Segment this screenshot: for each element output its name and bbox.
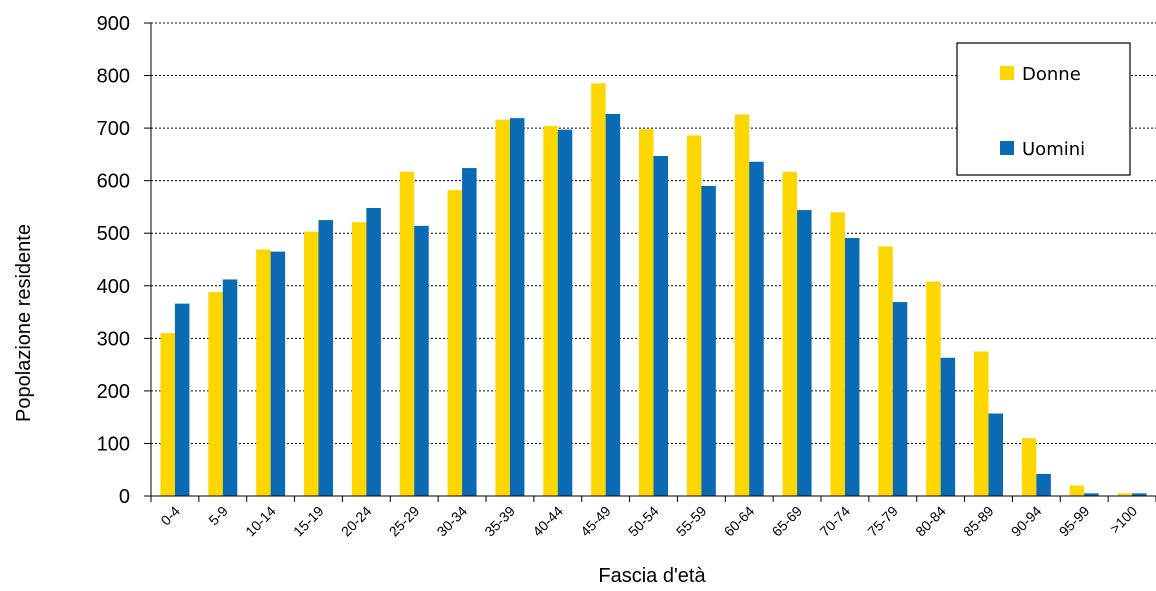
y-tick-label: 800 xyxy=(97,66,130,88)
y-tick-label: 600 xyxy=(97,171,130,193)
bar-uomini-75-79 xyxy=(892,302,908,496)
x-tick-label: 0-4 xyxy=(157,503,183,529)
bar-donne-5-9 xyxy=(208,292,223,496)
bar-donne-70-74 xyxy=(830,212,845,496)
bar-uomini-95-99 xyxy=(1084,493,1099,496)
bar-uomini-90-94 xyxy=(1036,473,1051,496)
bar-uomini-65-69 xyxy=(797,210,812,496)
bars xyxy=(160,83,1147,497)
bar-uomini-35-39 xyxy=(509,118,525,496)
y-tick-label: 300 xyxy=(97,328,130,350)
bar-uomini-0-4 xyxy=(174,303,190,496)
bar-donne-30-34 xyxy=(447,190,463,496)
bar-donne-75-79 xyxy=(878,246,893,496)
bar-donne->100 xyxy=(1117,493,1133,496)
bar-donne-60-64 xyxy=(734,114,750,496)
bar-uomini-25-29 xyxy=(414,225,429,497)
x-tick-label: 30-34 xyxy=(434,503,471,540)
legend-label-uomini: Uomini xyxy=(1022,139,1085,160)
bar-uomini-30-34 xyxy=(462,168,477,497)
bar-donne-90-94 xyxy=(1021,438,1037,496)
bar-donne-15-19 xyxy=(304,231,319,496)
x-tick-label: 60-64 xyxy=(721,503,758,540)
x-tick-label: 65-69 xyxy=(769,503,806,540)
y-axis-title: Popolazione residente xyxy=(13,224,35,422)
y-tick-label: 100 xyxy=(97,433,130,455)
bar-donne-25-29 xyxy=(399,171,415,497)
x-tick-label: 35-39 xyxy=(481,503,518,540)
bar-uomini-40-44 xyxy=(557,129,573,496)
x-tick-label: 80-84 xyxy=(912,503,949,540)
bar-donne-35-39 xyxy=(495,119,510,496)
bar-donne-95-99 xyxy=(1069,485,1085,496)
bar-uomini-20-24 xyxy=(366,208,381,496)
legend-swatch-donne xyxy=(1000,66,1014,80)
bar-donne-0-4 xyxy=(160,333,175,496)
bar-uomini-5-9 xyxy=(222,279,238,496)
x-tick-label: 90-94 xyxy=(1008,503,1045,540)
y-tick-label: 900 xyxy=(97,13,130,35)
bar-uomini->100 xyxy=(1132,493,1147,496)
legend-label-donne: Donne xyxy=(1022,64,1081,85)
bar-uomini-10-14 xyxy=(270,251,286,496)
x-tick-label: 10-14 xyxy=(242,503,279,540)
bar-uomini-80-84 xyxy=(940,357,956,496)
x-tick-labels: 0-4 5-9 10-14 15-19 20-24 25-29 30-34 35-39 40-4… xyxy=(157,503,1140,540)
bar-donne-85-89 xyxy=(974,351,989,496)
bar-uomini-55-59 xyxy=(701,185,716,497)
x-tick-label: 50-54 xyxy=(625,503,662,540)
bar-donne-55-59 xyxy=(686,135,702,496)
x-tick-label: 20-24 xyxy=(338,503,375,540)
bar-uomini-45-49 xyxy=(605,113,621,497)
bar-donne-20-24 xyxy=(351,222,367,496)
x-axis-title: Fascia d'età xyxy=(598,565,706,587)
bar-donne-65-69 xyxy=(782,171,798,497)
bar-uomini-70-74 xyxy=(844,237,860,496)
x-tick-label: 95-99 xyxy=(1056,503,1093,540)
bar-uomini-60-64 xyxy=(749,161,764,496)
y-tick-label: 500 xyxy=(97,223,130,245)
y-tick-label: 200 xyxy=(97,381,130,403)
x-tick-label: 70-74 xyxy=(816,503,853,540)
bar-donne-80-84 xyxy=(926,281,941,496)
bar-donne-45-49 xyxy=(591,83,606,496)
legend: Donne Uomini xyxy=(956,42,1131,176)
legend-box xyxy=(956,42,1131,176)
axes xyxy=(144,22,1156,502)
y-tick-label: 0 xyxy=(119,486,130,508)
x-tick-label: 40-44 xyxy=(529,503,566,540)
bar-donne-10-14 xyxy=(256,249,271,496)
x-tick-label: 15-19 xyxy=(290,503,327,540)
y-tick-labels: 0 100 200 300 400 500 600 700 800 900 xyxy=(97,13,130,508)
x-tick-label: 25-29 xyxy=(386,503,423,540)
y-tick-label: 700 xyxy=(97,118,130,140)
bar-donne-40-44 xyxy=(543,126,558,496)
bar-uomini-15-19 xyxy=(318,220,333,496)
bar-uomini-85-89 xyxy=(988,413,1003,496)
x-tick-label: 5-9 xyxy=(205,503,231,529)
x-tick-label: 85-89 xyxy=(960,503,997,540)
bar-uomini-50-54 xyxy=(653,155,668,496)
y-tick-label: 400 xyxy=(97,276,130,298)
bar-donne-50-54 xyxy=(639,129,654,496)
x-tick-label: >100 xyxy=(1107,503,1141,537)
x-tick-label: 55-59 xyxy=(673,503,710,540)
x-tick-label: 75-79 xyxy=(864,503,901,540)
legend-swatch-uomini xyxy=(1000,141,1014,155)
x-tick-label: 45-49 xyxy=(577,503,614,540)
